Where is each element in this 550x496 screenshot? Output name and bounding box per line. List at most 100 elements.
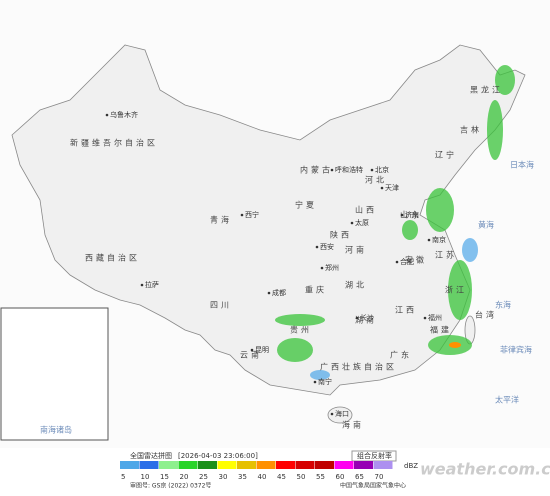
city-label: 合肥 bbox=[400, 257, 414, 266]
sea-label: 南海诸岛 bbox=[40, 425, 72, 435]
region-label: 江西 bbox=[395, 306, 417, 315]
region-label: 福建 bbox=[430, 325, 452, 335]
city-label: 南宁 bbox=[318, 377, 332, 386]
legend-level: 55 bbox=[316, 473, 325, 481]
island bbox=[327, 406, 353, 424]
region-label: 河南 bbox=[345, 245, 367, 255]
region-label: 安徽 bbox=[405, 255, 427, 265]
sea-label: 日本海 bbox=[510, 160, 534, 170]
region-label: 广西壮族自治区 bbox=[320, 362, 397, 372]
region-label: 广东 bbox=[390, 350, 412, 360]
city-label: 济南 bbox=[405, 210, 419, 219]
region-label: 河北 bbox=[365, 175, 387, 185]
city-label: 成都 bbox=[272, 288, 286, 297]
legend-swatch bbox=[159, 461, 178, 469]
city-label: 西安 bbox=[320, 242, 334, 251]
city-label: 南京 bbox=[432, 235, 446, 244]
city-dot bbox=[320, 266, 324, 270]
legend-level: 25 bbox=[199, 473, 208, 481]
legend-swatch bbox=[276, 461, 295, 469]
city-dot bbox=[140, 283, 144, 287]
sea-label: 菲律宾海 bbox=[500, 345, 532, 355]
title: 全国雷达拼图 bbox=[130, 451, 172, 460]
region-label: 湖北 bbox=[345, 281, 367, 290]
region-label: 海南 bbox=[342, 420, 364, 430]
city-dot bbox=[355, 316, 359, 320]
city-dot bbox=[427, 238, 431, 242]
legend-swatch bbox=[295, 461, 315, 469]
city-dot bbox=[380, 186, 384, 190]
region-label: 黑龙江 bbox=[470, 85, 503, 95]
city-dot bbox=[400, 213, 404, 217]
city-dot bbox=[315, 245, 319, 249]
legend-swatch bbox=[120, 461, 139, 469]
region-label: 青海 bbox=[210, 215, 232, 225]
legend-level: 70 bbox=[375, 473, 384, 481]
region-label: 山西 bbox=[355, 205, 377, 215]
time: [2026-04-03 23:06:00] bbox=[178, 452, 258, 460]
region-label: 陕西 bbox=[330, 230, 352, 240]
region-label: 贵州 bbox=[290, 325, 312, 335]
legend-level: 5 bbox=[121, 473, 125, 481]
city-dot bbox=[395, 260, 399, 264]
region-label: 西藏自治区 bbox=[85, 253, 140, 263]
sea-label: 黄海 bbox=[478, 220, 494, 230]
city-label: 天津 bbox=[385, 184, 399, 192]
radar-echoes bbox=[275, 65, 515, 362]
legend-swatch bbox=[178, 461, 198, 469]
city-dot bbox=[330, 168, 334, 172]
city-dot bbox=[350, 221, 354, 225]
legend-level: 15 bbox=[160, 473, 169, 481]
legend-swatch bbox=[256, 461, 276, 469]
region-label: 宁夏 bbox=[295, 200, 317, 210]
legend-level: 10 bbox=[141, 473, 150, 481]
watermark: weather.com.cn bbox=[420, 460, 550, 479]
radar-echoes bbox=[449, 342, 461, 348]
legend-swatch bbox=[334, 461, 354, 469]
legend-swatch bbox=[139, 461, 159, 469]
legend-bar bbox=[0, 448, 550, 492]
city-dot bbox=[250, 348, 254, 352]
city-label: 长沙 bbox=[360, 313, 374, 322]
region-label: 山东 bbox=[400, 210, 422, 220]
legend-swatch bbox=[217, 461, 237, 469]
region-label: 内蒙古 bbox=[300, 165, 333, 175]
sea-label: 东海 bbox=[495, 300, 511, 310]
region-label: 湖南 bbox=[355, 315, 377, 325]
city-dot bbox=[330, 412, 334, 416]
region-label: 重庆 bbox=[305, 285, 327, 295]
legend-level: 40 bbox=[258, 473, 267, 481]
region-label: 台湾 bbox=[475, 310, 497, 320]
city-label: 拉萨 bbox=[145, 280, 159, 289]
city-label: 昆明 bbox=[255, 346, 269, 354]
agency: 中国气象局国家气象中心 bbox=[340, 482, 406, 490]
city-dot bbox=[313, 380, 317, 384]
region-label: 吉林 bbox=[460, 125, 482, 135]
radar-echoes bbox=[310, 238, 478, 380]
city-dot bbox=[105, 113, 109, 117]
legend-level: 60 bbox=[336, 473, 345, 481]
legend-swatch bbox=[354, 461, 373, 469]
city-label: 太原 bbox=[355, 218, 369, 227]
legend-level: 20 bbox=[180, 473, 189, 481]
region-label: 辽宁 bbox=[435, 150, 457, 160]
region-label: 新疆维吾尔自治区 bbox=[70, 138, 158, 148]
city-label: 呼和浩特 bbox=[335, 165, 363, 174]
region-label: 四川 bbox=[210, 301, 232, 310]
approval: 审图号: GS京 (2022) 0372号 bbox=[130, 482, 211, 490]
sea-label: 太平洋 bbox=[495, 395, 519, 405]
city-label: 郑州 bbox=[325, 264, 339, 272]
legend-level: 35 bbox=[238, 473, 247, 481]
legend-swatch bbox=[315, 461, 334, 469]
legend-level: 65 bbox=[355, 473, 364, 481]
region-label: 浙江 bbox=[445, 285, 467, 295]
legend-level: 45 bbox=[277, 473, 286, 481]
city-label: 海口 bbox=[335, 409, 349, 418]
city-dot bbox=[370, 168, 374, 172]
region-label: 云南 bbox=[240, 350, 262, 360]
city-label: 北京 bbox=[375, 165, 389, 174]
region-label: 江苏 bbox=[435, 250, 457, 260]
legend-level: 50 bbox=[297, 473, 306, 481]
city-label: 福州 bbox=[428, 313, 442, 322]
